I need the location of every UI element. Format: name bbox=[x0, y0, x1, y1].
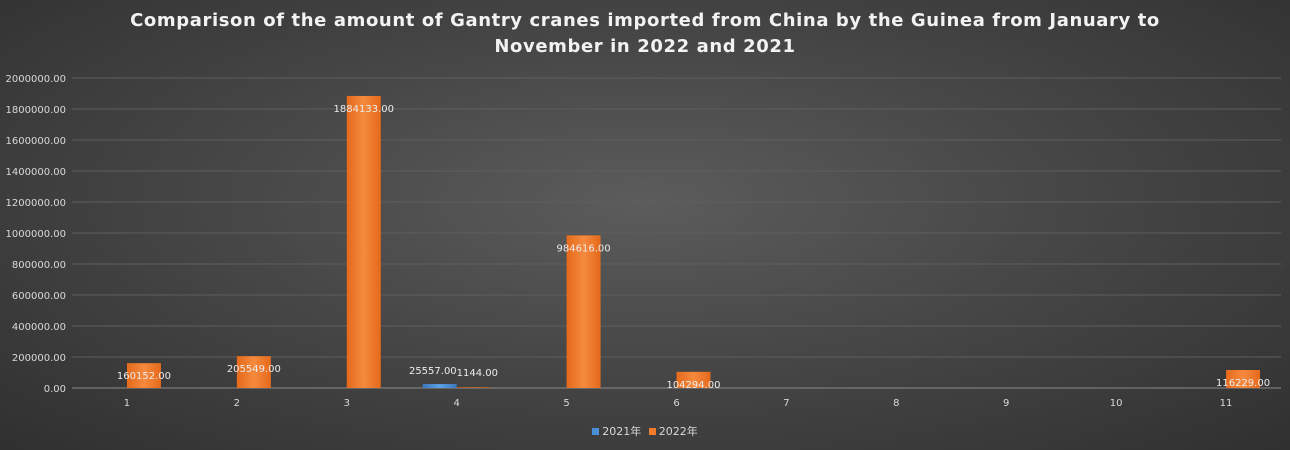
x-tick-label: 2 bbox=[234, 398, 240, 409]
bar-2022-2 bbox=[236, 356, 271, 388]
y-tick-label: 400000.00 bbox=[12, 322, 66, 333]
data-label-2022-5: 984616.00 bbox=[557, 243, 611, 254]
data-label-2021-4: 25557.00 bbox=[409, 366, 457, 377]
bar-2022-4 bbox=[456, 387, 491, 388]
bar-2022-11 bbox=[1226, 369, 1261, 388]
bar-2022-5 bbox=[566, 235, 601, 388]
chart-title-line-2: November in 2022 and 2021 bbox=[494, 36, 796, 57]
y-tick-label: 2000000.00 bbox=[6, 74, 66, 85]
data-label-2022-3: 1884133.00 bbox=[334, 104, 394, 115]
legend-label-2022: 2022年 bbox=[658, 425, 698, 438]
y-tick-label: 1200000.00 bbox=[6, 198, 66, 209]
bar-2021-4 bbox=[422, 384, 457, 388]
x-tick-label: 1 bbox=[124, 398, 130, 409]
bar-2022-3 bbox=[346, 95, 381, 389]
data-label-2022-11: 116229.00 bbox=[1216, 378, 1270, 389]
legend-label-2021: 2021年 bbox=[602, 425, 642, 438]
legend: 2021年 2022年 bbox=[0, 423, 1290, 439]
x-tick-label: 3 bbox=[344, 398, 350, 409]
bar-2022-1 bbox=[126, 363, 161, 388]
x-tick-label: 9 bbox=[1003, 398, 1009, 409]
data-label-2022-1: 160152.00 bbox=[117, 371, 171, 382]
legend-swatch-2021 bbox=[592, 428, 600, 435]
y-tick-label: 200000.00 bbox=[12, 353, 66, 364]
x-tick-label: 7 bbox=[783, 398, 789, 409]
chart-title-line-1: Comparison of the amount of Gantry crane… bbox=[130, 10, 1160, 31]
x-tick-label: 4 bbox=[453, 398, 459, 409]
legend-item-2021: 2021年 bbox=[592, 423, 641, 439]
x-tick-label: 11 bbox=[1220, 398, 1233, 409]
x-tick-label: 6 bbox=[673, 398, 679, 409]
x-tick-label: 5 bbox=[563, 398, 569, 409]
legend-item-2022: 2022年 bbox=[648, 423, 698, 439]
y-tick-label: 1400000.00 bbox=[6, 167, 66, 178]
bar-2022-6 bbox=[676, 371, 711, 388]
y-tick-label: 600000.00 bbox=[12, 291, 66, 302]
data-label-2022-4: 1144.00 bbox=[457, 368, 498, 379]
x-tick-label: 8 bbox=[893, 398, 899, 409]
x-tick-label: 10 bbox=[1110, 398, 1123, 409]
y-tick-label: 1000000.00 bbox=[6, 229, 66, 240]
data-label-2022-6: 104294.00 bbox=[666, 380, 720, 391]
y-tick-label: 1600000.00 bbox=[6, 136, 66, 147]
legend-swatch-2022 bbox=[648, 428, 656, 435]
data-label-2022-2: 205549.00 bbox=[227, 364, 281, 375]
chart-title: Comparison of the amount of Gantry crane… bbox=[0, 8, 1290, 60]
y-tick-label: 800000.00 bbox=[12, 260, 66, 271]
y-tick-label: 1800000.00 bbox=[6, 105, 66, 116]
y-tick-label: 0.00 bbox=[44, 384, 66, 395]
